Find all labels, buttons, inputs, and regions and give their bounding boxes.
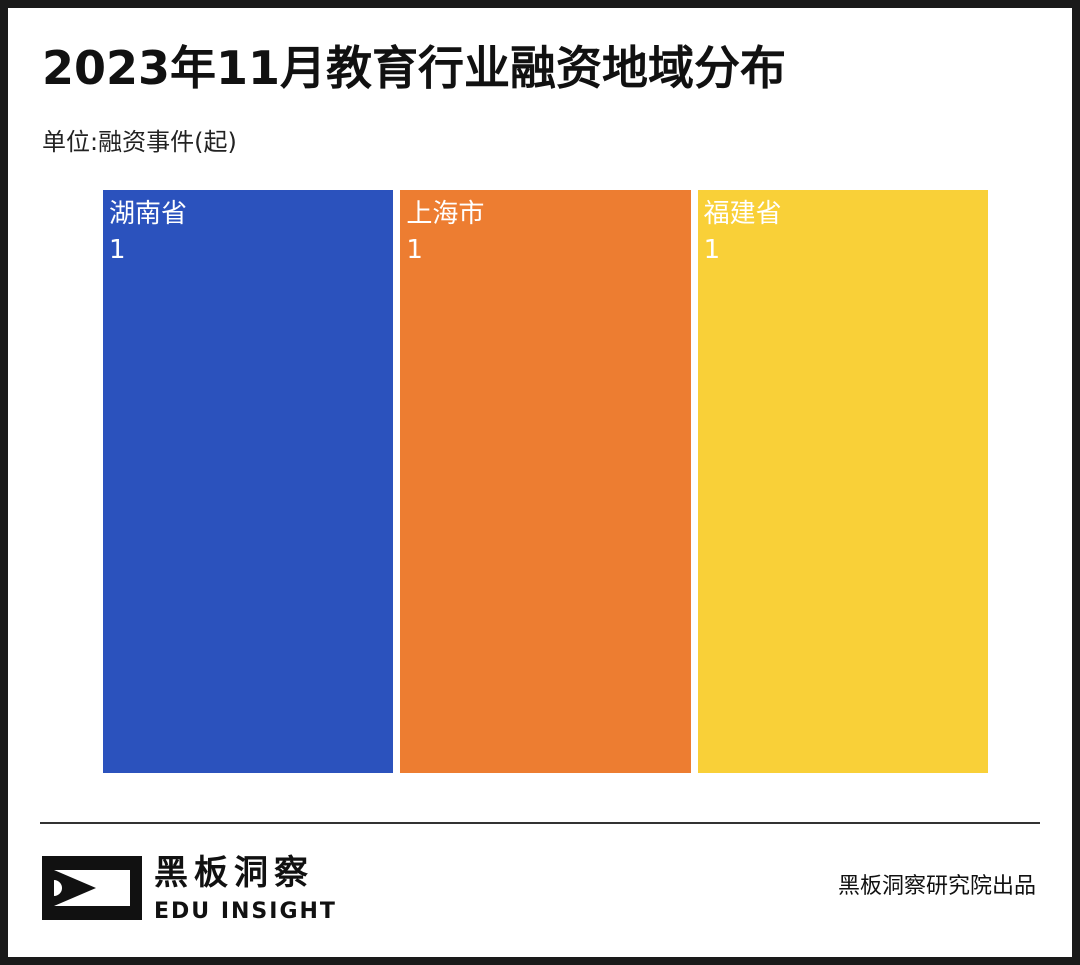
treemap-cell-label: 湖南省 bbox=[109, 199, 188, 229]
chart-title: 2023年11月教育行业融资地域分布 bbox=[42, 41, 787, 95]
brand-name-cn: 黑板洞察 bbox=[154, 853, 314, 893]
treemap-cell-value: 1 bbox=[109, 235, 126, 265]
treemap-cell: 湖南省 1 bbox=[103, 190, 394, 773]
treemap-cell-value: 1 bbox=[703, 235, 721, 265]
treemap: 湖南省 1 上海市 1 福建省 1 bbox=[103, 190, 988, 773]
brand-name-en: EDU INSIGHT bbox=[154, 899, 337, 924]
treemap-cell: 福建省 1 bbox=[697, 190, 988, 773]
treemap-cell-label: 福建省 bbox=[703, 199, 782, 229]
chart-frame: 2023年11月教育行业融资地域分布 单位:融资事件(起) 湖南省 1 上海市 1 福建… bbox=[8, 8, 1072, 957]
treemap-cell-label: 上海市 bbox=[406, 199, 485, 229]
edu-insight-logo-icon bbox=[42, 856, 142, 920]
credit-text: 黑板洞察研究院出品 bbox=[837, 874, 1036, 899]
unit-label: 单位:融资事件(起) bbox=[42, 128, 237, 156]
footer-divider bbox=[40, 822, 1040, 824]
treemap-cell: 上海市 1 bbox=[400, 190, 691, 773]
treemap-cell-value: 1 bbox=[406, 235, 423, 265]
